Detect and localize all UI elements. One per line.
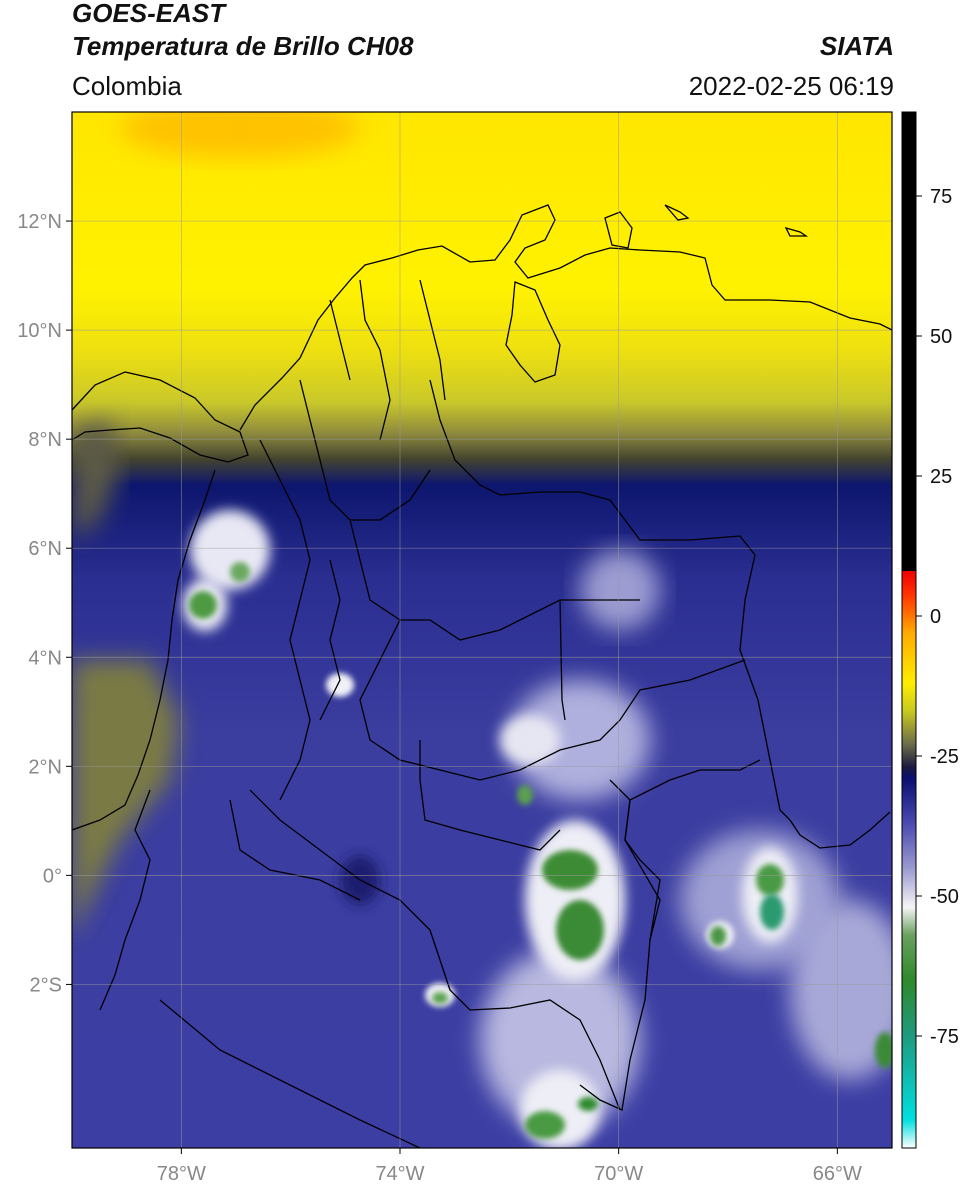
y-tick-label: 2°N — [28, 756, 62, 778]
brightness-temperature-map — [72, 112, 892, 1148]
y-tick-label: 0° — [43, 865, 62, 887]
product-title: Temperatura de Brillo CH08 — [72, 31, 414, 61]
region-label: Colombia — [72, 71, 182, 101]
y-tick-label: 12°N — [17, 211, 62, 233]
colorbar-tick-label: 0 — [930, 606, 941, 628]
latitude-ticks: 12°N 10°N 8°N 6°N 4°N 2°N 0° 2°S — [17, 211, 72, 996]
satellite-title: GOES-EAST — [72, 0, 226, 28]
borders — [72, 204, 892, 1148]
colorbar-tick-label: 50 — [930, 326, 952, 348]
colorbar-tick-label: -50 — [930, 886, 959, 908]
x-tick-label: 70°W — [594, 1163, 643, 1185]
colorbar-tick-label: -25 — [930, 746, 959, 768]
x-tick-label: 66°W — [813, 1163, 862, 1185]
colorbar-tick-label: 75 — [930, 186, 952, 208]
colorbar: 75 50 25 0 -25 -50 -75 — [901, 111, 959, 1149]
timestamp-label: 2022-02-25 06:19 — [688, 71, 894, 101]
x-tick-label: 78°W — [157, 1163, 206, 1185]
y-tick-label: 4°N — [28, 647, 62, 669]
brand-label: SIATA — [819, 31, 894, 61]
colorbar-tick-label: -75 — [930, 1026, 959, 1048]
map-frame — [71, 111, 893, 1149]
y-tick-label: 10°N — [17, 320, 62, 342]
longitude-ticks: 78°W 74°W 70°W 66°W — [157, 1148, 862, 1185]
x-tick-label: 74°W — [375, 1163, 424, 1185]
y-tick-label: 2°S — [30, 974, 62, 996]
y-tick-label: 6°N — [28, 538, 62, 560]
y-tick-label: 8°N — [28, 429, 62, 451]
graticule — [72, 112, 892, 1148]
colorbar-tick-label: 25 — [930, 466, 952, 488]
